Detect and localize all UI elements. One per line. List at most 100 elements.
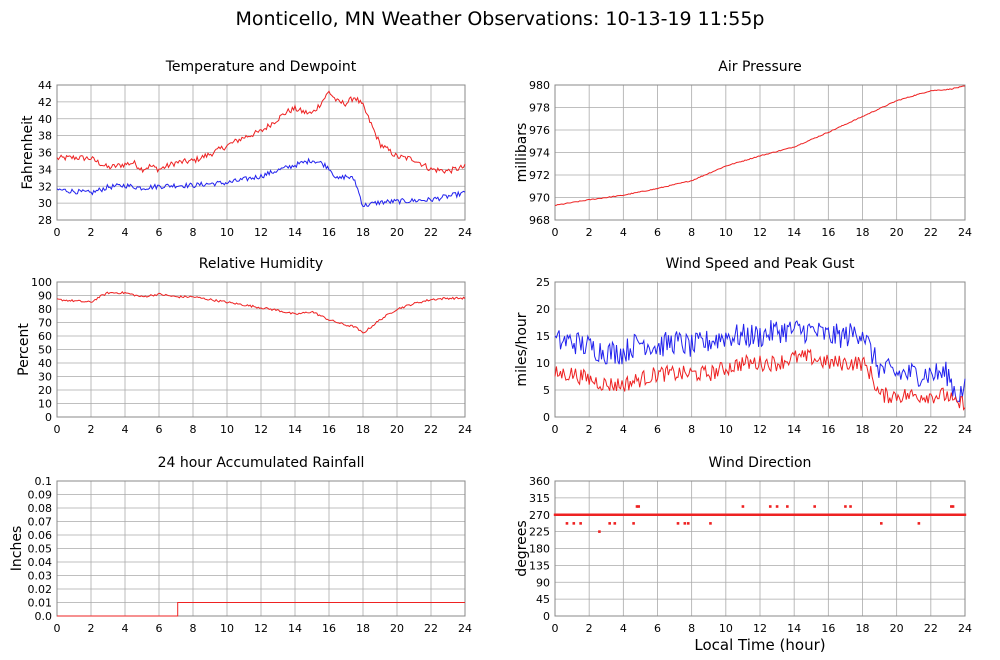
x-tick-label: 12 xyxy=(254,226,268,239)
y-axis-label: degrees xyxy=(514,520,530,576)
direction-point xyxy=(709,522,712,525)
x-tick-label: 0 xyxy=(552,622,559,635)
y-tick-label: 36 xyxy=(38,147,52,160)
direction-point xyxy=(635,505,639,508)
x-tick-label: 14 xyxy=(288,226,302,239)
x-tick-label: 6 xyxy=(156,622,163,635)
y-tick-label: 70 xyxy=(38,317,52,330)
y-tick-label: 50 xyxy=(38,344,52,357)
x-tick-label: 10 xyxy=(220,226,234,239)
direction-point xyxy=(565,522,569,525)
direction-point xyxy=(786,505,789,508)
x-tick-label: 24 xyxy=(958,423,972,436)
x-tick-label: 22 xyxy=(924,226,938,239)
x-tick-label: 6 xyxy=(654,226,661,239)
x-tick-label: 22 xyxy=(924,622,938,635)
x-tick-label: 4 xyxy=(620,622,627,635)
x-tick-label: 24 xyxy=(458,423,472,436)
x-tick-label: 24 xyxy=(958,226,972,239)
y-tick-label: 976 xyxy=(529,124,550,137)
x-tick-label: 18 xyxy=(856,226,870,239)
x-tick-label: 6 xyxy=(654,622,661,635)
y-tick-label: 5 xyxy=(543,384,550,397)
series-line-red xyxy=(56,90,466,175)
x-tick-label: 0 xyxy=(552,226,559,239)
y-tick-label: 0.0 xyxy=(35,610,53,623)
plot-frame xyxy=(554,281,966,418)
x-tick-label: 22 xyxy=(424,622,438,635)
x-tick-label: 8 xyxy=(688,226,695,239)
y-tick-label: 270 xyxy=(529,509,550,522)
direction-point xyxy=(579,522,582,525)
series-line-blue xyxy=(56,157,466,208)
y-tick-label: 972 xyxy=(529,169,550,182)
x-axis-caption: Local Time (hour) xyxy=(694,636,826,654)
y-tick-label: 90 xyxy=(38,290,52,303)
y-tick-label: 25 xyxy=(536,276,550,289)
y-tick-label: 0.1 xyxy=(35,475,53,488)
series-line-red xyxy=(57,602,465,617)
x-tick-label: 14 xyxy=(787,423,801,436)
x-tick-label: 4 xyxy=(122,423,129,436)
y-tick-label: 32 xyxy=(38,180,52,193)
direction-point xyxy=(775,505,779,508)
chart-title: Air Pressure xyxy=(718,59,801,75)
series-line-blue xyxy=(554,320,966,403)
y-tick-label: 0.04 xyxy=(28,556,53,569)
series-line-red xyxy=(56,291,466,334)
x-tick-label: 6 xyxy=(156,226,163,239)
x-tick-label: 10 xyxy=(719,226,733,239)
direction-point xyxy=(598,530,601,533)
x-tick-label: 18 xyxy=(356,423,370,436)
x-tick-label: 8 xyxy=(688,622,695,635)
y-tick-label: 40 xyxy=(38,357,52,370)
x-tick-label: 12 xyxy=(254,622,268,635)
x-tick-label: 10 xyxy=(719,423,733,436)
y-tick-label: 315 xyxy=(529,492,550,505)
x-tick-label: 16 xyxy=(821,622,835,635)
y-tick-label: 968 xyxy=(529,214,550,227)
direction-point xyxy=(849,505,852,508)
x-tick-label: 14 xyxy=(787,622,801,635)
y-tick-label: 974 xyxy=(529,147,550,160)
y-tick-label: 10 xyxy=(536,357,550,370)
x-tick-label: 18 xyxy=(856,622,870,635)
x-tick-label: 0 xyxy=(54,226,61,239)
direction-point xyxy=(768,505,772,508)
x-tick-label: 10 xyxy=(220,622,234,635)
x-tick-label: 4 xyxy=(122,622,129,635)
y-tick-label: 100 xyxy=(31,276,52,289)
x-tick-label: 2 xyxy=(586,226,593,239)
x-tick-label: 16 xyxy=(821,423,835,436)
x-tick-label: 14 xyxy=(787,226,801,239)
x-tick-label: 10 xyxy=(220,423,234,436)
direction-point xyxy=(608,522,611,525)
direction-point xyxy=(813,505,816,508)
x-tick-label: 20 xyxy=(890,423,904,436)
x-tick-label: 20 xyxy=(390,423,404,436)
series-line-red xyxy=(554,348,966,411)
y-tick-label: 0.03 xyxy=(28,570,53,583)
direction-point xyxy=(686,522,690,525)
x-tick-label: 8 xyxy=(190,226,197,239)
direction-point xyxy=(572,522,576,525)
x-tick-label: 16 xyxy=(322,226,336,239)
x-tick-label: 0 xyxy=(54,423,61,436)
x-tick-label: 4 xyxy=(620,226,627,239)
x-tick-label: 8 xyxy=(190,622,197,635)
direction-point xyxy=(676,522,680,525)
y-axis-label: Fahrenheit xyxy=(20,115,36,190)
y-tick-label: 40 xyxy=(38,113,52,126)
y-tick-label: 34 xyxy=(38,163,52,176)
y-axis-label: Percent xyxy=(16,323,32,376)
x-tick-label: 18 xyxy=(856,423,870,436)
chart-title: Relative Humidity xyxy=(199,256,323,272)
x-tick-label: 16 xyxy=(322,423,336,436)
y-tick-label: 15 xyxy=(536,330,550,343)
x-tick-label: 8 xyxy=(688,423,695,436)
x-tick-label: 12 xyxy=(753,226,767,239)
y-tick-label: 360 xyxy=(529,475,550,488)
y-tick-label: 0.02 xyxy=(28,583,53,596)
